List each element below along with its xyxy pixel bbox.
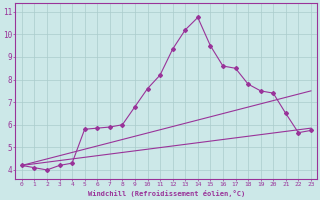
X-axis label: Windchill (Refroidissement éolien,°C): Windchill (Refroidissement éolien,°C): [88, 190, 245, 197]
